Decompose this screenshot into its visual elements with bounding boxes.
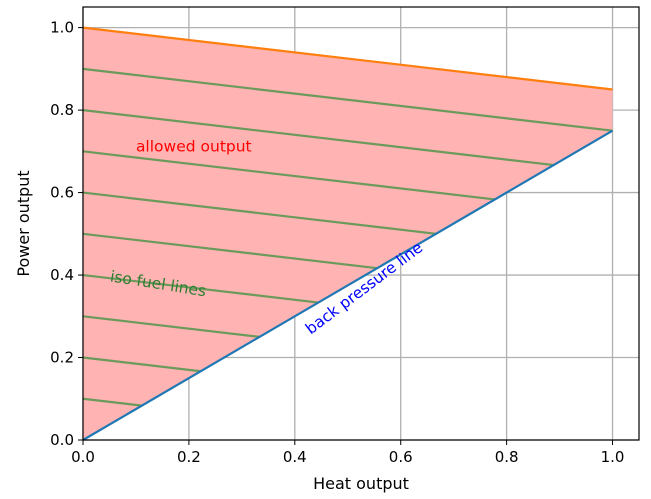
x-tick-label: 1.0 (601, 448, 625, 466)
plot-frame (82, 6, 640, 441)
y-tick-label: 0.4 (50, 266, 74, 284)
x-tick-label: 0.6 (389, 448, 413, 466)
annotation-label: allowed output (136, 137, 252, 155)
x-tick-label: 0.8 (495, 448, 519, 466)
iso-fuel-line (82, 315, 260, 338)
iso-fuel-line (82, 191, 437, 235)
x-tick-label: 0.2 (177, 448, 201, 466)
max-power-line (82, 26, 613, 91)
y-tick-label: 0.6 (50, 184, 74, 202)
y-tick-label: 1.0 (50, 19, 74, 37)
x-tick-label: 0.0 (71, 448, 95, 466)
iso-fuel-lines-layer (82, 67, 613, 407)
iso-fuel-line (82, 67, 613, 132)
iso-fuel-line (82, 232, 378, 270)
back-pressure-line (82, 129, 614, 441)
iso-fuel-line (82, 356, 201, 373)
x-axis-label: Heat output (313, 474, 409, 493)
allowed-region (83, 27, 613, 440)
y-tick-label: 0.8 (50, 101, 74, 119)
series-layer (82, 26, 614, 441)
iso-fuel-line (82, 397, 142, 407)
iso-fuel-line (82, 109, 554, 167)
allowed-region-layer (83, 27, 613, 440)
iso-fuel-line (82, 150, 495, 201)
x-tick-label: 0.4 (283, 448, 307, 466)
ticks-layer: 0.0 0.2 0.4 0.6 0.8 1.0 0.0 0.2 0.4 0.6 0.8 1.0 (50, 19, 624, 466)
y-tick-label: 0.2 (50, 349, 74, 367)
y-tick-label: 0.0 (50, 431, 74, 449)
y-axis-label: Power output (14, 170, 33, 276)
iso-fuel-line (82, 273, 319, 304)
